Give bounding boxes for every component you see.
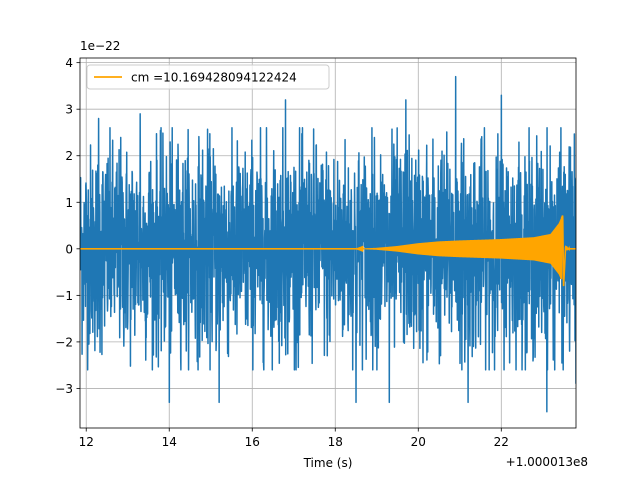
x-offset-label: +1.000013e8 <box>506 455 588 469</box>
y-scale-label: 1e−22 <box>80 39 120 53</box>
plot-series <box>80 75 576 413</box>
x-tick-label: 16 <box>245 435 260 449</box>
y-tick-label: 1 <box>65 196 73 210</box>
y-tick-label: 4 <box>65 56 73 70</box>
noise-series-line <box>80 75 576 413</box>
legend: cm =10.169428094122424 <box>86 64 330 90</box>
y-tick-label: 0 <box>65 242 73 256</box>
x-tick-label: 20 <box>411 435 426 449</box>
legend-box <box>86 64 330 90</box>
y-axis-ticks: −3 −2 −1 0 1 2 3 4 <box>55 56 80 396</box>
x-tick-label: 18 <box>328 435 343 449</box>
x-axis-label: Time (s) <box>303 456 353 470</box>
y-tick-label: 3 <box>65 103 73 117</box>
x-tick-label: 22 <box>494 435 509 449</box>
y-tick-label: −3 <box>55 382 73 396</box>
template-series-line <box>80 215 576 287</box>
y-tick-label: 2 <box>65 149 73 163</box>
axes-frame <box>79 57 577 429</box>
x-axis-ticks: 12 14 16 18 20 22 <box>79 428 509 449</box>
y-tick-label: −1 <box>55 289 73 303</box>
legend-label: cm =10.169428094122424 <box>131 71 297 85</box>
x-tick-label: 14 <box>162 435 177 449</box>
x-tick-label: 12 <box>79 435 94 449</box>
y-tick-label: −2 <box>55 335 73 349</box>
